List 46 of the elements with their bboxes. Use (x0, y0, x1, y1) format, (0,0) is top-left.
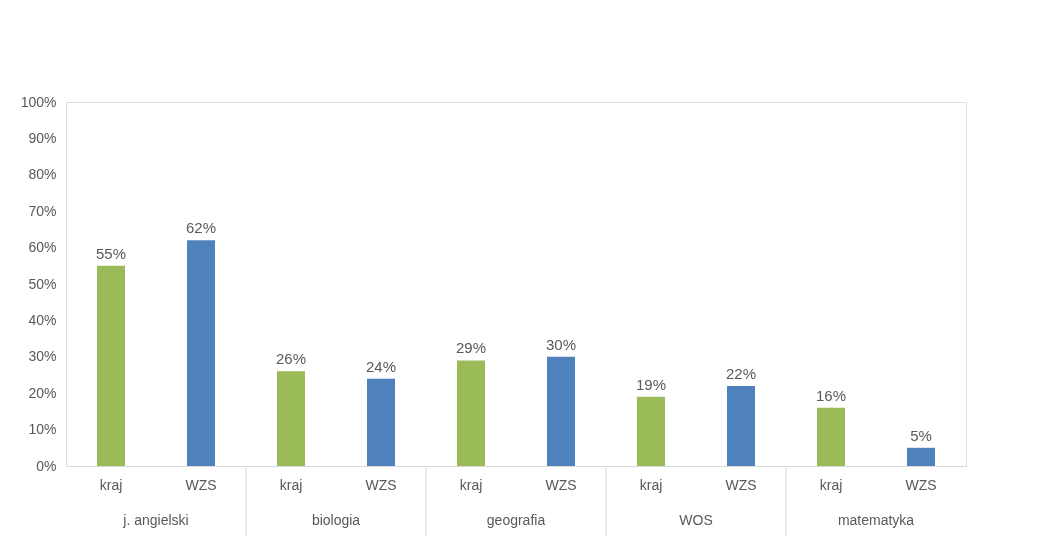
bar (907, 447, 935, 466)
data-label: 62% (185, 219, 217, 237)
x-tick-label: kraj (459, 476, 483, 493)
x-tick-label: WZS (725, 476, 757, 493)
x-tick-label: kraj (639, 476, 663, 493)
y-tick-label: 90% (28, 129, 57, 146)
text: geografia (486, 512, 546, 528)
data-label: 19% (635, 375, 667, 393)
text: WOS (679, 512, 713, 528)
data-label: 26% (275, 350, 307, 368)
x-tick-label: WZS (365, 476, 397, 493)
bar (97, 265, 125, 466)
data-label: 24% (365, 357, 397, 375)
y-tick-label: 10% (28, 421, 57, 438)
text: matematyka (837, 512, 915, 528)
y-tick-label: 0% (36, 457, 57, 474)
data-label: 55% (95, 244, 127, 262)
data-label: 16% (815, 386, 847, 404)
bar (547, 356, 575, 466)
data-label: 29% (455, 339, 487, 357)
y-tick-label: 40% (28, 311, 57, 328)
data-label: 5% (910, 426, 932, 444)
y-tick-label: 20% (28, 384, 57, 401)
x-tick-label: WZS (185, 476, 217, 493)
bar (817, 407, 845, 466)
data-label: 22% (725, 364, 757, 382)
bar (367, 378, 395, 466)
x-tick-label: WZS (905, 476, 937, 493)
y-tick-label: 100% (20, 93, 57, 110)
text: j. angielski (122, 512, 189, 528)
y-tick-label: 30% (28, 348, 57, 365)
y-tick-label: 70% (28, 202, 57, 219)
bar (187, 240, 215, 466)
x-tick-label: kraj (819, 476, 843, 493)
y-tick-label: 50% (28, 275, 57, 292)
x-tick-label: kraj (99, 476, 123, 493)
y-tick-label: 60% (28, 239, 57, 256)
bar (637, 396, 665, 466)
bar (457, 360, 485, 466)
x-tick-label: kraj (279, 476, 303, 493)
bar (277, 371, 305, 466)
text: biologia (311, 512, 361, 528)
x-tick-label: WZS (545, 476, 577, 493)
data-label: 30% (545, 335, 577, 353)
y-tick-label: 80% (28, 166, 57, 183)
bar (727, 385, 755, 466)
